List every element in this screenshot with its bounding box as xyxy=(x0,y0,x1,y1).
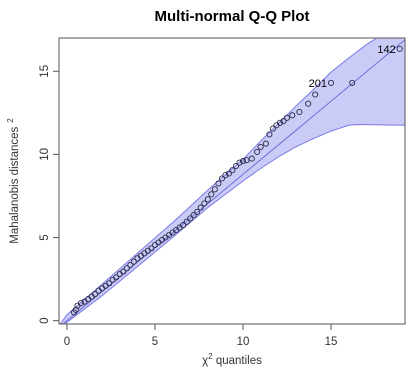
envelope-lower-edge xyxy=(64,123,405,324)
data-point xyxy=(257,143,264,150)
point-labels: 201 142 xyxy=(309,44,396,90)
x-tick-label: 0 xyxy=(64,336,70,348)
data-point xyxy=(236,159,243,166)
data-point xyxy=(77,300,85,307)
data-point xyxy=(123,265,130,272)
x-tick-label: 10 xyxy=(237,336,250,348)
data-point xyxy=(180,222,187,229)
point-label-201: 201 xyxy=(309,78,327,90)
chart-title: Multi-normal Q-Q Plot xyxy=(155,8,310,25)
data-point xyxy=(280,118,287,125)
y-axis: 0 5 10 15 xyxy=(39,65,59,324)
reference-line xyxy=(62,39,405,324)
y-tick-label: 15 xyxy=(39,65,51,78)
data-point xyxy=(130,258,137,265)
data-point xyxy=(92,291,99,298)
data-point xyxy=(248,155,255,162)
data-point xyxy=(312,91,319,98)
data-point xyxy=(289,112,296,119)
data-point xyxy=(218,175,225,182)
data-point xyxy=(266,131,273,138)
data-point xyxy=(396,45,403,52)
data-point xyxy=(201,200,208,207)
plot-area xyxy=(59,38,405,324)
data-point xyxy=(194,208,201,215)
data-point xyxy=(232,162,240,170)
data-point xyxy=(215,180,222,187)
point-label-142: 142 xyxy=(377,44,395,56)
data-point xyxy=(269,125,276,132)
data-point xyxy=(190,212,197,219)
data-point xyxy=(327,79,335,86)
data-point xyxy=(208,191,215,198)
data-point xyxy=(187,215,194,222)
data-point xyxy=(229,167,236,174)
data-point xyxy=(120,268,127,275)
x-tick-label: 5 xyxy=(152,336,158,348)
data-point xyxy=(349,79,356,86)
envelope-upper-edge xyxy=(59,38,405,324)
data-points xyxy=(70,45,403,316)
data-point xyxy=(283,114,291,121)
x-axis: 0 5 10 15 xyxy=(64,324,338,348)
x-axis-label: χ2 quantiles xyxy=(202,352,262,367)
data-point xyxy=(197,204,204,211)
data-point xyxy=(113,274,120,281)
y-tick-label: 10 xyxy=(39,148,51,161)
data-point xyxy=(239,157,247,165)
data-point xyxy=(296,108,303,116)
data-point xyxy=(254,148,261,155)
y-axis-label: Mahalanobis distances2 xyxy=(6,118,21,244)
data-point xyxy=(204,196,211,203)
confidence-envelope xyxy=(60,38,405,324)
data-point xyxy=(127,261,134,269)
data-point xyxy=(243,157,250,164)
data-point xyxy=(276,119,284,126)
data-point xyxy=(106,280,113,287)
data-point xyxy=(305,100,312,107)
data-point xyxy=(211,186,218,193)
data-point xyxy=(262,140,269,147)
plot-frame xyxy=(58,37,406,325)
data-point xyxy=(222,172,229,179)
y-tick-label: 5 xyxy=(39,234,51,240)
x-tick-label: 15 xyxy=(325,336,338,348)
data-point xyxy=(183,218,190,225)
data-point xyxy=(225,170,232,177)
y-tick-label: 0 xyxy=(39,317,51,323)
data-point xyxy=(148,245,155,252)
